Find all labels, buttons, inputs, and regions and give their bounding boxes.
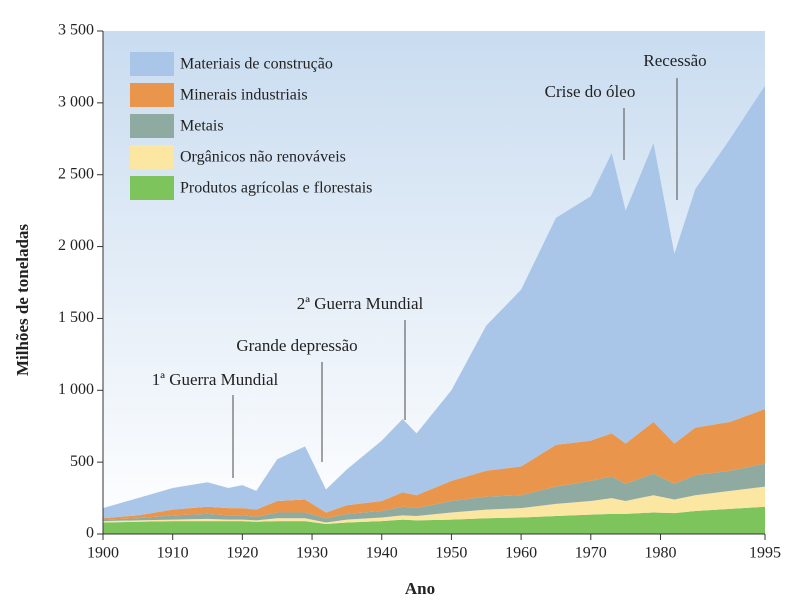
annotation: Recessão <box>643 51 706 70</box>
annotation: Grande depressão <box>236 336 357 355</box>
x-tick-label: 1930 <box>296 545 328 562</box>
x-tick-label: 1995 <box>749 545 781 562</box>
x-tick-label: 1950 <box>435 545 467 562</box>
y-tick-label: 2 500 <box>58 165 94 182</box>
annotation: 1ª Guerra Mundial <box>152 370 279 389</box>
x-tick-label: 1940 <box>366 545 398 562</box>
legend-label: Produtos agrícolas e florestais <box>180 180 372 197</box>
y-tick-label: 3 000 <box>58 94 94 111</box>
legend-label: Orgânicos não renováveis <box>180 149 346 166</box>
x-tick-label: 1980 <box>644 545 676 562</box>
legend-swatch <box>130 145 174 169</box>
legend-swatch <box>130 114 174 138</box>
x-axis-label: Ano <box>405 579 435 598</box>
legend-swatch <box>130 83 174 107</box>
y-tick-label: 1 500 <box>58 309 94 326</box>
y-axis-label: Milhões de toneladas <box>13 224 32 376</box>
x-tick-label: 1900 <box>87 545 119 562</box>
y-tick-label: 500 <box>70 453 94 470</box>
areas <box>103 85 765 534</box>
x-tick-label: 1970 <box>575 545 607 562</box>
area <box>103 85 765 519</box>
x-tick-label: 1920 <box>226 545 258 562</box>
area <box>103 486 765 524</box>
legend-label: Materiais de construção <box>180 56 333 73</box>
area <box>103 463 765 523</box>
y-tick-label: 3 500 <box>58 22 94 39</box>
annotation: Crise do óleo <box>545 82 636 101</box>
area <box>103 506 765 534</box>
annotation-lines <box>232 78 678 478</box>
y-tick-label: 2 000 <box>58 237 94 254</box>
legend-swatch <box>130 52 174 76</box>
area <box>103 408 765 520</box>
legend-swatch <box>130 176 174 200</box>
x-tick-label: 1910 <box>157 545 189 562</box>
annotation: 2ª Guerra Mundial <box>297 294 424 313</box>
legend-label: Metais <box>180 118 224 135</box>
x-tick-label: 1960 <box>505 545 537 562</box>
y-tick-label: 0 <box>86 525 94 542</box>
y-tick-label: 1 000 <box>58 381 94 398</box>
legend-label: Minerais industriais <box>180 87 308 104</box>
